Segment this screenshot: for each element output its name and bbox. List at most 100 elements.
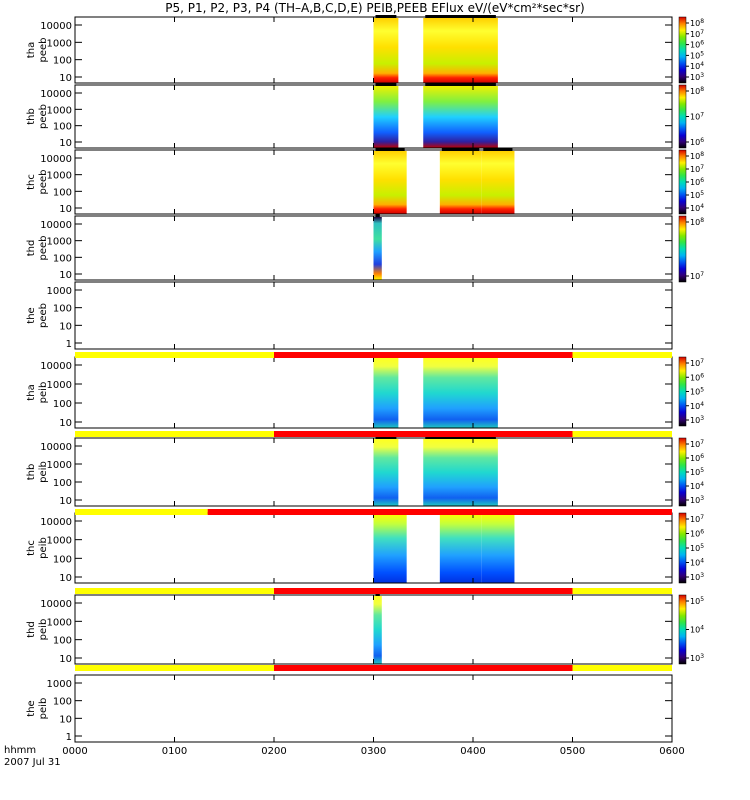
colorbar-tick-label: 103 <box>690 415 704 425</box>
panel-thc-peib: 10 100 1000 10000 thc peib 103 104 105 106 107 <box>26 511 704 584</box>
panel-instrument-label: peib <box>38 461 49 483</box>
chart-title: P5, P1, P2, P3, P4 (TH–A,B,C,D,E) PEIB,P… <box>165 1 585 15</box>
y-tick-label: 10000 <box>40 154 72 165</box>
y-tick-label: 10000 <box>40 517 72 528</box>
panel-the-peib: 1 10 100 1000 the peib <box>26 674 673 743</box>
colorbar <box>678 84 687 149</box>
panel-instrument-label: peeb <box>38 104 49 129</box>
panel-instrument-label: peib <box>38 382 49 404</box>
spectrogram-block <box>481 151 515 214</box>
colorbar-tick-label: 103 <box>690 572 704 582</box>
panel-instrument-label: peeb <box>38 236 49 261</box>
mode-bar-segment <box>75 509 208 515</box>
x-tick-label: 0600 <box>659 746 684 757</box>
colorbar-tick-label: 105 <box>690 543 704 553</box>
y-tick-label: 1000 <box>47 237 72 248</box>
colorbar-tick-label: 104 <box>690 61 704 71</box>
mode-bar-segment <box>572 431 672 437</box>
spectrogram-block <box>423 439 498 506</box>
colorbar <box>678 594 687 665</box>
colorbar-tick-label: 107 <box>690 112 704 122</box>
panel-probe-label: tha <box>26 384 37 400</box>
panel-tha-peib: 10 100 1000 10000 tha peib 103 104 105 106 107 <box>26 355 704 429</box>
mode-bar-segment <box>572 665 672 671</box>
y-tick-label: 100 <box>53 697 72 708</box>
y-tick-label: 100 <box>53 56 72 67</box>
mode-bar <box>75 665 672 671</box>
panel-probe-label: thb <box>26 464 37 481</box>
panel-probe-label: thd <box>26 621 37 638</box>
spectrogram-block <box>423 86 498 148</box>
colorbar-tick-label: 107 <box>690 358 704 368</box>
colorbar-tick-label: 103 <box>690 72 704 82</box>
colorbar-tick-label: 107 <box>690 271 704 281</box>
y-tick-label: 1000 <box>47 38 72 49</box>
spectrogram-block <box>373 514 407 583</box>
panel-instrument-label: peeb <box>38 303 49 328</box>
colorbar <box>678 356 687 427</box>
colorbar-tick-label: 107 <box>690 29 704 39</box>
colorbar-tick-label: 106 <box>690 529 704 539</box>
colorbar-tick-label: 108 <box>690 86 704 96</box>
y-tick-label: 10 <box>59 321 72 332</box>
colorbar-tick-label: 106 <box>690 372 704 382</box>
y-tick-label: 10000 <box>40 220 72 231</box>
x-tick-label: 0100 <box>162 746 187 757</box>
y-tick-label: 100 <box>53 399 72 410</box>
spectrogram-block <box>439 514 482 583</box>
panel-the-peeb: 1 10 100 1000 the peeb <box>26 281 673 350</box>
mode-bar-segment <box>274 352 573 358</box>
time-unit-label: hhmm <box>4 745 37 756</box>
colorbar-tick-label: 107 <box>690 164 704 174</box>
colorbar-tick-label: 103 <box>690 653 704 663</box>
x-tick-label: 0400 <box>460 746 485 757</box>
panel-probe-label: thd <box>26 240 37 257</box>
y-tick-label: 100 <box>53 187 72 198</box>
colorbar <box>678 149 687 215</box>
y-tick-label: 10 <box>59 496 72 507</box>
y-tick-label: 1000 <box>47 536 72 547</box>
panel-probe-label: the <box>26 307 37 323</box>
y-tick-label: 1 <box>66 339 72 350</box>
y-tick-label: 100 <box>53 122 72 133</box>
y-tick-label: 10000 <box>40 442 72 453</box>
mode-bar-segment <box>75 352 274 358</box>
spectrogram-block <box>373 358 399 428</box>
y-tick-label: 1000 <box>47 286 72 297</box>
mode-bar-segment <box>274 588 573 594</box>
y-tick-label: 10 <box>59 270 72 281</box>
panel-probe-label: thb <box>26 108 37 125</box>
spectrogram-block <box>373 18 399 83</box>
mode-bar-segment <box>572 352 672 358</box>
y-tick-label: 100 <box>53 636 72 647</box>
panel-instrument-label: peib <box>38 619 49 641</box>
colorbar-tick-label: 104 <box>690 401 704 411</box>
colorbar-tick-label: 104 <box>690 203 704 213</box>
panel-probe-label: thc <box>26 174 37 190</box>
spectrogram-block <box>373 439 399 506</box>
y-tick-label: 1 <box>66 732 72 743</box>
y-tick-label: 100 <box>53 478 72 489</box>
colorbar-tick-label: 103 <box>690 495 704 505</box>
panel-probe-label: tha <box>26 42 37 58</box>
colorbar <box>678 437 687 507</box>
mode-bar-segment <box>75 665 274 671</box>
y-tick-label: 1000 <box>47 460 72 471</box>
mode-bar-segment <box>572 588 672 594</box>
spectrogram-block <box>439 151 482 214</box>
y-tick-label: 10000 <box>40 361 72 372</box>
mode-bar-segment <box>207 509 672 515</box>
x-tick-label: 0300 <box>361 746 386 757</box>
y-tick-label: 100 <box>53 253 72 264</box>
y-tick-label: 10 <box>59 73 72 84</box>
y-tick-label: 10 <box>59 138 72 149</box>
panel-instrument-label: peeb <box>38 170 49 195</box>
y-tick-label: 10 <box>59 418 72 429</box>
panel-frame <box>74 674 673 743</box>
x-tick-label: 0000 <box>62 746 87 757</box>
y-tick-label: 10 <box>59 654 72 665</box>
